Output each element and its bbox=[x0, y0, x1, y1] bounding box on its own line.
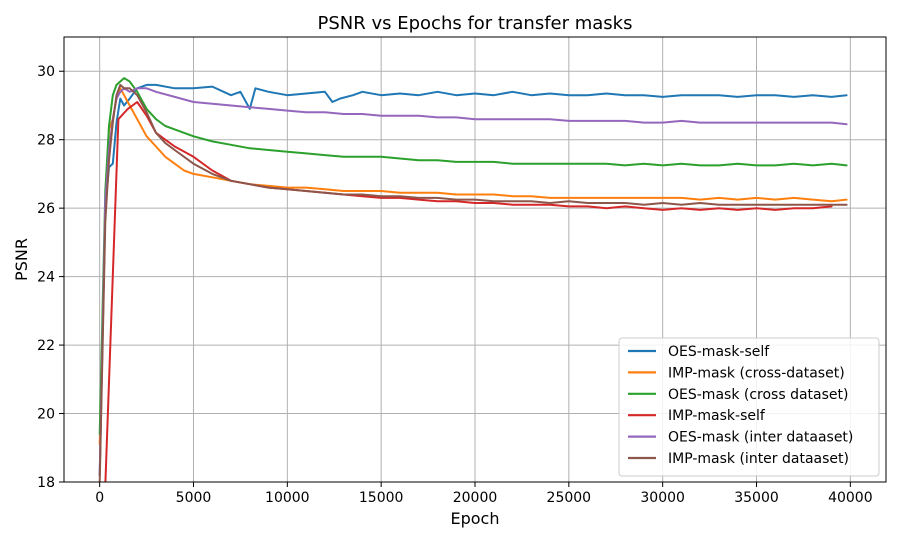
legend-label-4: IMP-mask-self bbox=[668, 408, 766, 424]
legend-label-5: OES-mask (inter dataaset) bbox=[668, 430, 853, 446]
x-tick-label: 25000 bbox=[547, 490, 592, 506]
y-axis-title: PSNR bbox=[12, 238, 31, 281]
x-tick-label: 30000 bbox=[640, 490, 685, 506]
chart-title: PSNR vs Epochs for transfer masks bbox=[318, 13, 633, 34]
x-tick-label: 0 bbox=[95, 490, 104, 506]
axis-ticks: 0 5000 10000 15000 20000 25000 30000 35000 40000… bbox=[37, 64, 872, 506]
x-tick-label: 15000 bbox=[359, 490, 404, 506]
legend: OES-mask-self IMP-mask (cross-dataset) OES… bbox=[618, 337, 880, 477]
x-axis-title: Epoch bbox=[451, 509, 500, 528]
series-line-6 bbox=[98, 83, 848, 482]
y-tick-label: 22 bbox=[37, 338, 55, 354]
y-tick-label: 26 bbox=[37, 201, 55, 217]
y-tick-label: 20 bbox=[37, 407, 55, 423]
series-line-5 bbox=[98, 87, 848, 477]
series-line-1 bbox=[98, 83, 848, 477]
y-tick-label: 24 bbox=[37, 270, 55, 286]
x-tick-label: 10000 bbox=[265, 490, 310, 506]
series-line-4 bbox=[104, 101, 833, 482]
y-tick-label: 18 bbox=[37, 475, 55, 491]
series-line-3 bbox=[98, 77, 848, 436]
series-lines bbox=[98, 77, 848, 482]
y-tick-label: 28 bbox=[37, 133, 55, 149]
series-line-2 bbox=[98, 87, 848, 446]
legend-label-2: IMP-mask (cross-dataset) bbox=[668, 365, 845, 381]
legend-label-6: IMP-mask (inter dataaset) bbox=[668, 451, 849, 467]
legend-label-1: OES-mask-self bbox=[668, 344, 770, 360]
legend-label-3: OES-mask (cross dataset) bbox=[668, 387, 848, 403]
x-tick-label: 40000 bbox=[828, 490, 873, 506]
x-tick-label: 35000 bbox=[734, 490, 779, 506]
x-tick-label: 5000 bbox=[176, 490, 212, 506]
y-tick-label: 30 bbox=[37, 64, 55, 80]
legend-frame bbox=[618, 337, 880, 477]
x-tick-label: 20000 bbox=[453, 490, 498, 506]
